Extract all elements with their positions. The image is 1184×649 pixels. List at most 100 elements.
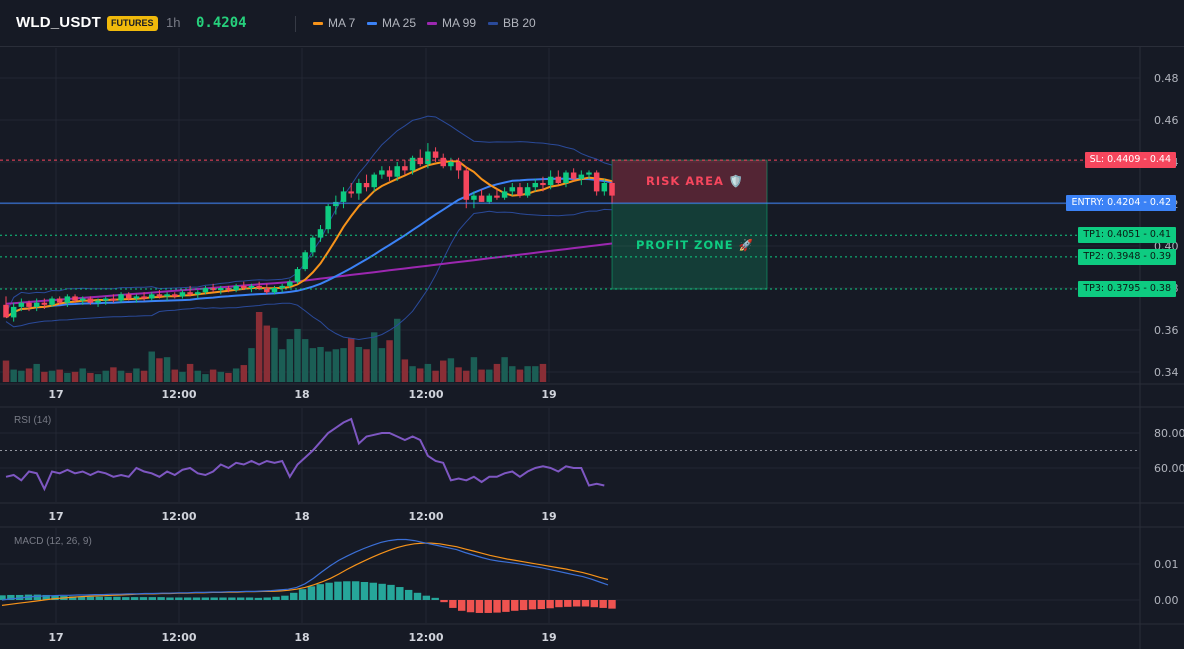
volume-bar bbox=[171, 369, 178, 382]
macd-title: MACD (12, 26, 9) bbox=[14, 536, 92, 547]
candle-body bbox=[179, 292, 186, 297]
macd-histogram-bar bbox=[484, 600, 492, 613]
macd-histogram-bar bbox=[42, 594, 50, 600]
macd-histogram-bar bbox=[528, 600, 537, 610]
time-tick-label: 19 bbox=[541, 631, 556, 644]
volume-bar bbox=[509, 366, 516, 382]
candle-body bbox=[609, 183, 615, 196]
candle-body bbox=[402, 166, 408, 171]
volume-bar bbox=[417, 368, 424, 382]
volume-bar bbox=[440, 360, 447, 382]
candle-body bbox=[294, 269, 301, 282]
time-tick-label: 12:00 bbox=[408, 510, 443, 523]
volume-bar bbox=[386, 340, 393, 382]
legend-ma7[interactable]: MA 7 bbox=[313, 0, 355, 46]
macd-histogram-bar bbox=[493, 600, 501, 613]
macd-histogram-bar bbox=[360, 582, 369, 600]
macd-histogram-bar bbox=[404, 589, 413, 600]
macd-histogram-bar bbox=[581, 600, 590, 607]
macd-histogram-bar bbox=[511, 600, 519, 611]
macd-histogram-bar bbox=[228, 597, 236, 600]
macd-histogram-bar bbox=[307, 586, 316, 600]
time-tick-label: 12:00 bbox=[161, 510, 196, 523]
candle-body bbox=[110, 298, 117, 301]
volume-bar bbox=[248, 348, 255, 382]
candle-body bbox=[264, 288, 270, 293]
macd-histogram-bar bbox=[298, 589, 307, 600]
candle-body bbox=[394, 166, 400, 177]
macd-histogram-bar bbox=[599, 600, 607, 608]
risk-area-label: RISK AREA 🛡️ bbox=[646, 173, 745, 188]
volume-bar bbox=[194, 370, 201, 382]
macd-pane bbox=[0, 538, 616, 613]
volume-bar bbox=[94, 374, 102, 382]
price-tick-label: 0.34 bbox=[1154, 366, 1179, 379]
candle-body bbox=[79, 298, 86, 301]
legend-ma25[interactable]: MA 25 bbox=[367, 0, 416, 46]
candle-body bbox=[432, 151, 439, 158]
candle-body bbox=[363, 183, 370, 188]
candle-body bbox=[455, 162, 462, 171]
volume-bar bbox=[301, 339, 309, 382]
ma7-swatch bbox=[313, 22, 323, 26]
ma99-line bbox=[5, 242, 613, 305]
rsi-title: RSI (14) bbox=[14, 415, 52, 426]
time-tick-label: 12:00 bbox=[408, 388, 443, 401]
candle-body bbox=[102, 298, 109, 301]
macd-histogram-bar bbox=[210, 597, 218, 600]
candle-body bbox=[348, 191, 354, 194]
candle-body bbox=[279, 285, 285, 288]
macd-histogram-bar bbox=[608, 600, 616, 609]
candle-body bbox=[333, 201, 339, 207]
macd-histogram-bar bbox=[351, 581, 360, 600]
zone-outline bbox=[611, 159, 768, 290]
volume-bar bbox=[79, 368, 86, 382]
time-tick-label: 18 bbox=[294, 388, 309, 401]
candle-body bbox=[555, 176, 562, 183]
volume-bar bbox=[133, 368, 140, 382]
ma25-swatch bbox=[367, 22, 377, 26]
macd-histogram-bar bbox=[183, 597, 192, 600]
candlesticks bbox=[3, 143, 615, 322]
candle-body bbox=[317, 229, 324, 238]
candle-body bbox=[41, 302, 48, 305]
volume-bar bbox=[25, 368, 33, 382]
macd-histogram-bar bbox=[51, 595, 59, 600]
candle-body bbox=[148, 294, 155, 299]
legend-bb20-label: BB 20 bbox=[503, 16, 536, 30]
legend-ma99[interactable]: MA 99 bbox=[427, 0, 476, 46]
candle-body bbox=[532, 183, 539, 188]
profit-zone-box bbox=[612, 203, 767, 290]
macd-histogram-bar bbox=[590, 600, 599, 608]
time-tick-label: 17 bbox=[48, 510, 63, 523]
macd-histogram-bar bbox=[69, 596, 77, 600]
macd-histogram-bar bbox=[157, 597, 165, 600]
candle-body bbox=[171, 294, 178, 297]
candle-body bbox=[248, 285, 255, 288]
candle-body bbox=[225, 288, 232, 291]
macd-histogram-bar bbox=[413, 592, 422, 600]
bb-lower-line bbox=[5, 208, 613, 341]
macd-histogram-bar bbox=[537, 600, 545, 609]
bollinger-bands bbox=[5, 115, 613, 341]
volume-bar bbox=[179, 371, 186, 382]
timeframe-label[interactable]: 1h bbox=[166, 15, 181, 30]
macd-histogram-bar bbox=[7, 594, 15, 600]
legend-bb20[interactable]: BB 20 bbox=[488, 0, 536, 46]
macd-histogram-bar bbox=[139, 597, 148, 600]
tp1-label: TP1: 0.4051 bbox=[1083, 229, 1141, 241]
macd-histogram-bar bbox=[546, 600, 554, 609]
tp2-label: TP2: 0.3948 bbox=[1083, 250, 1141, 262]
time-tick-label: 12:00 bbox=[161, 631, 196, 644]
macd-histogram-bar bbox=[148, 597, 157, 600]
symbol-name[interactable]: WLD_USDT bbox=[16, 14, 101, 31]
header-divider bbox=[295, 16, 296, 32]
macd-histogram-bar bbox=[245, 597, 254, 600]
candle-body bbox=[118, 294, 124, 301]
rsi-line bbox=[5, 417, 605, 492]
macd-histogram-bar bbox=[475, 600, 484, 613]
macd-histogram-bar bbox=[254, 597, 263, 600]
macd-histogram-bar bbox=[555, 600, 563, 608]
candle-body bbox=[256, 285, 262, 288]
